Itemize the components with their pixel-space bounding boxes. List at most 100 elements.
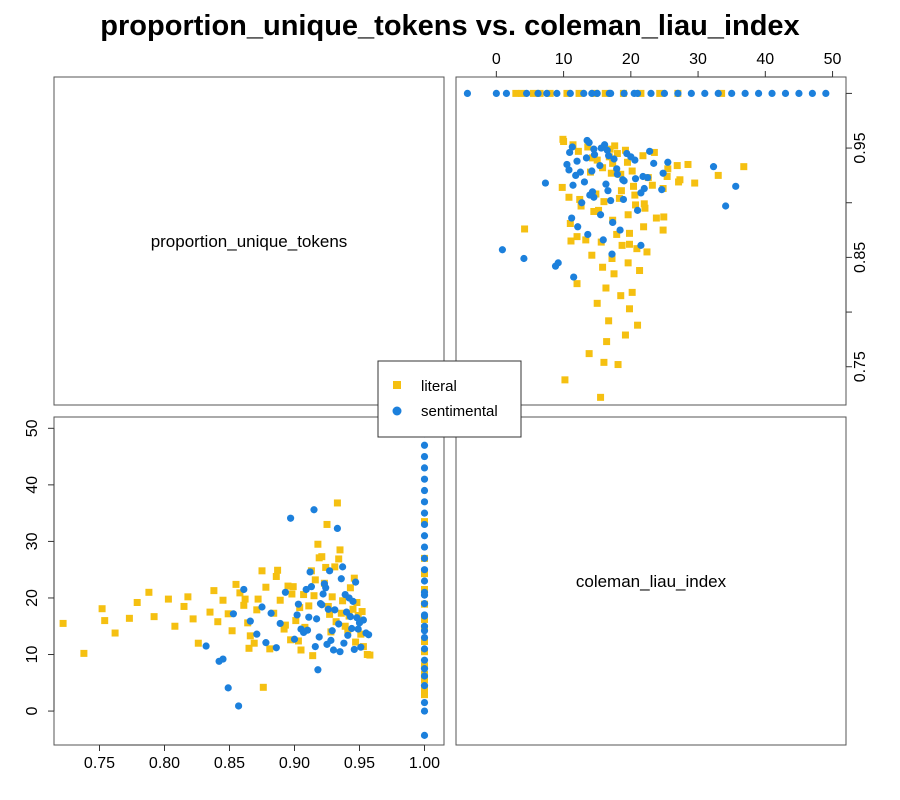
point-literal-bottom-left xyxy=(297,646,305,654)
point-sentimental-bottom-left xyxy=(420,520,429,529)
point-sentimental-top-right xyxy=(607,196,615,205)
point-sentimental-top-right xyxy=(637,241,645,249)
point-sentimental-bottom-left xyxy=(420,591,429,599)
point-literal-bottom-left xyxy=(111,629,119,637)
point-sentimental-bottom-left xyxy=(420,665,429,673)
point-literal-bottom-left xyxy=(311,576,319,584)
point-literal-bottom-left xyxy=(322,563,330,571)
axes-layer: 0.75 0.80 0.85 0.90 0.95 1.00 0 10 20 30 40 50 0 10 20… xyxy=(24,51,869,772)
point-literal-top-right xyxy=(588,251,596,259)
point-sentimental-bottom-left xyxy=(337,575,345,583)
point-sentimental-top-right xyxy=(605,152,613,160)
point-literal-bottom-left xyxy=(314,540,322,548)
point-sentimental-top-right xyxy=(563,160,571,169)
point-sentimental-bottom-left xyxy=(420,543,429,551)
point-sentimental-bottom-left xyxy=(335,620,343,628)
point-literal-top-right xyxy=(618,241,626,249)
point-sentimental-top-right xyxy=(597,144,605,152)
point-literal-top-right xyxy=(521,225,529,233)
point-literal-bottom-left xyxy=(206,608,214,616)
point-sentimental-bottom-left xyxy=(293,611,301,619)
x-tick-label-bottom: 1.00 xyxy=(409,755,440,772)
point-literal-bottom-left xyxy=(323,520,331,528)
point-literal-top-right xyxy=(592,190,600,198)
point-sentimental-top-right xyxy=(687,89,695,97)
legend-box xyxy=(377,360,522,438)
point-sentimental-bottom-left xyxy=(322,584,330,592)
point-literal-bottom-left xyxy=(421,686,428,694)
point-literal-top-right xyxy=(529,89,537,97)
point-literal-bottom-left xyxy=(145,588,153,596)
point-sentimental-top-right xyxy=(808,89,816,97)
point-literal-bottom-left xyxy=(210,587,218,595)
point-sentimental-bottom-left xyxy=(344,631,352,639)
point-sentimental-bottom-left xyxy=(420,498,429,506)
point-literal-top-right xyxy=(582,236,590,244)
chart-title: proportion_unique_tokens vs. coleman_lia… xyxy=(100,10,799,42)
legend-label-literal: literal xyxy=(421,378,457,395)
point-sentimental-bottom-left xyxy=(420,645,429,653)
x-tick-label-top: 50 xyxy=(824,51,842,68)
point-sentimental-top-right xyxy=(498,246,506,254)
point-sentimental-bottom-left xyxy=(420,612,429,620)
point-literal-top-right xyxy=(623,158,631,166)
point-literal-bottom-left xyxy=(349,605,357,613)
point-sentimental-bottom-left xyxy=(357,643,365,651)
point-literal-bottom-left xyxy=(125,614,133,622)
point-literal-bottom-left xyxy=(421,638,428,646)
point-sentimental-top-right xyxy=(610,155,618,163)
point-literal-bottom-left xyxy=(240,601,248,609)
point-literal-top-right xyxy=(559,135,567,143)
point-sentimental-bottom-left xyxy=(420,532,429,540)
point-sentimental-top-right xyxy=(659,169,667,177)
point-literal-bottom-left xyxy=(336,546,344,554)
point-sentimental-top-right xyxy=(631,175,640,183)
point-literal-top-right xyxy=(625,240,633,248)
point-sentimental-bottom-left xyxy=(202,642,210,650)
point-sentimental-bottom-left xyxy=(328,627,336,635)
point-literal-top-right xyxy=(664,165,672,173)
point-literal-bottom-left xyxy=(262,583,270,591)
point-literal-bottom-left xyxy=(337,609,345,617)
point-literal-top-right xyxy=(641,204,649,212)
point-sentimental-bottom-left xyxy=(262,639,270,647)
point-literal-bottom-left xyxy=(228,627,236,635)
point-sentimental-top-right xyxy=(619,195,628,204)
point-literal-top-right xyxy=(603,338,611,346)
point-sentimental-bottom-left xyxy=(219,655,227,663)
point-literal-top-right xyxy=(573,233,581,241)
x-tick-label-top: 40 xyxy=(756,51,774,68)
point-literal-top-right xyxy=(611,142,619,150)
point-literal-top-right xyxy=(643,248,651,256)
x-tick-label-bottom: 0.95 xyxy=(344,755,375,772)
point-sentimental-top-right xyxy=(578,199,586,207)
point-sentimental-top-right xyxy=(580,178,589,186)
point-literal-top-right xyxy=(628,288,636,296)
point-literal-bottom-left xyxy=(232,580,240,588)
point-sentimental-top-right xyxy=(613,165,621,173)
point-sentimental-top-right xyxy=(583,136,591,145)
point-sentimental-top-right xyxy=(541,179,550,187)
point-sentimental-bottom-left xyxy=(272,644,280,652)
point-sentimental-top-right xyxy=(701,89,709,97)
point-literal-bottom-left xyxy=(287,636,295,644)
point-sentimental-top-right xyxy=(576,168,584,176)
point-literal-bottom-left xyxy=(315,554,323,562)
point-literal-bottom-left xyxy=(346,584,354,592)
point-sentimental-bottom-left xyxy=(340,639,348,647)
point-sentimental-top-right xyxy=(566,148,574,157)
point-literal-bottom-left xyxy=(301,623,309,631)
point-literal-bottom-left xyxy=(194,639,202,647)
point-literal-top-right xyxy=(650,148,658,156)
point-sentimental-top-right xyxy=(584,230,592,239)
point-sentimental-top-right xyxy=(553,89,561,97)
point-literal-top-right xyxy=(625,305,633,313)
point-sentimental-top-right xyxy=(534,89,542,97)
point-sentimental-top-right xyxy=(709,163,718,171)
point-literal-bottom-left xyxy=(171,622,179,630)
y-tick-label-left: 30 xyxy=(24,532,41,550)
point-literal-top-right xyxy=(607,169,615,177)
point-sentimental-top-right xyxy=(658,186,666,194)
point-literal-top-right xyxy=(684,160,692,168)
point-sentimental-bottom-left xyxy=(310,506,318,514)
